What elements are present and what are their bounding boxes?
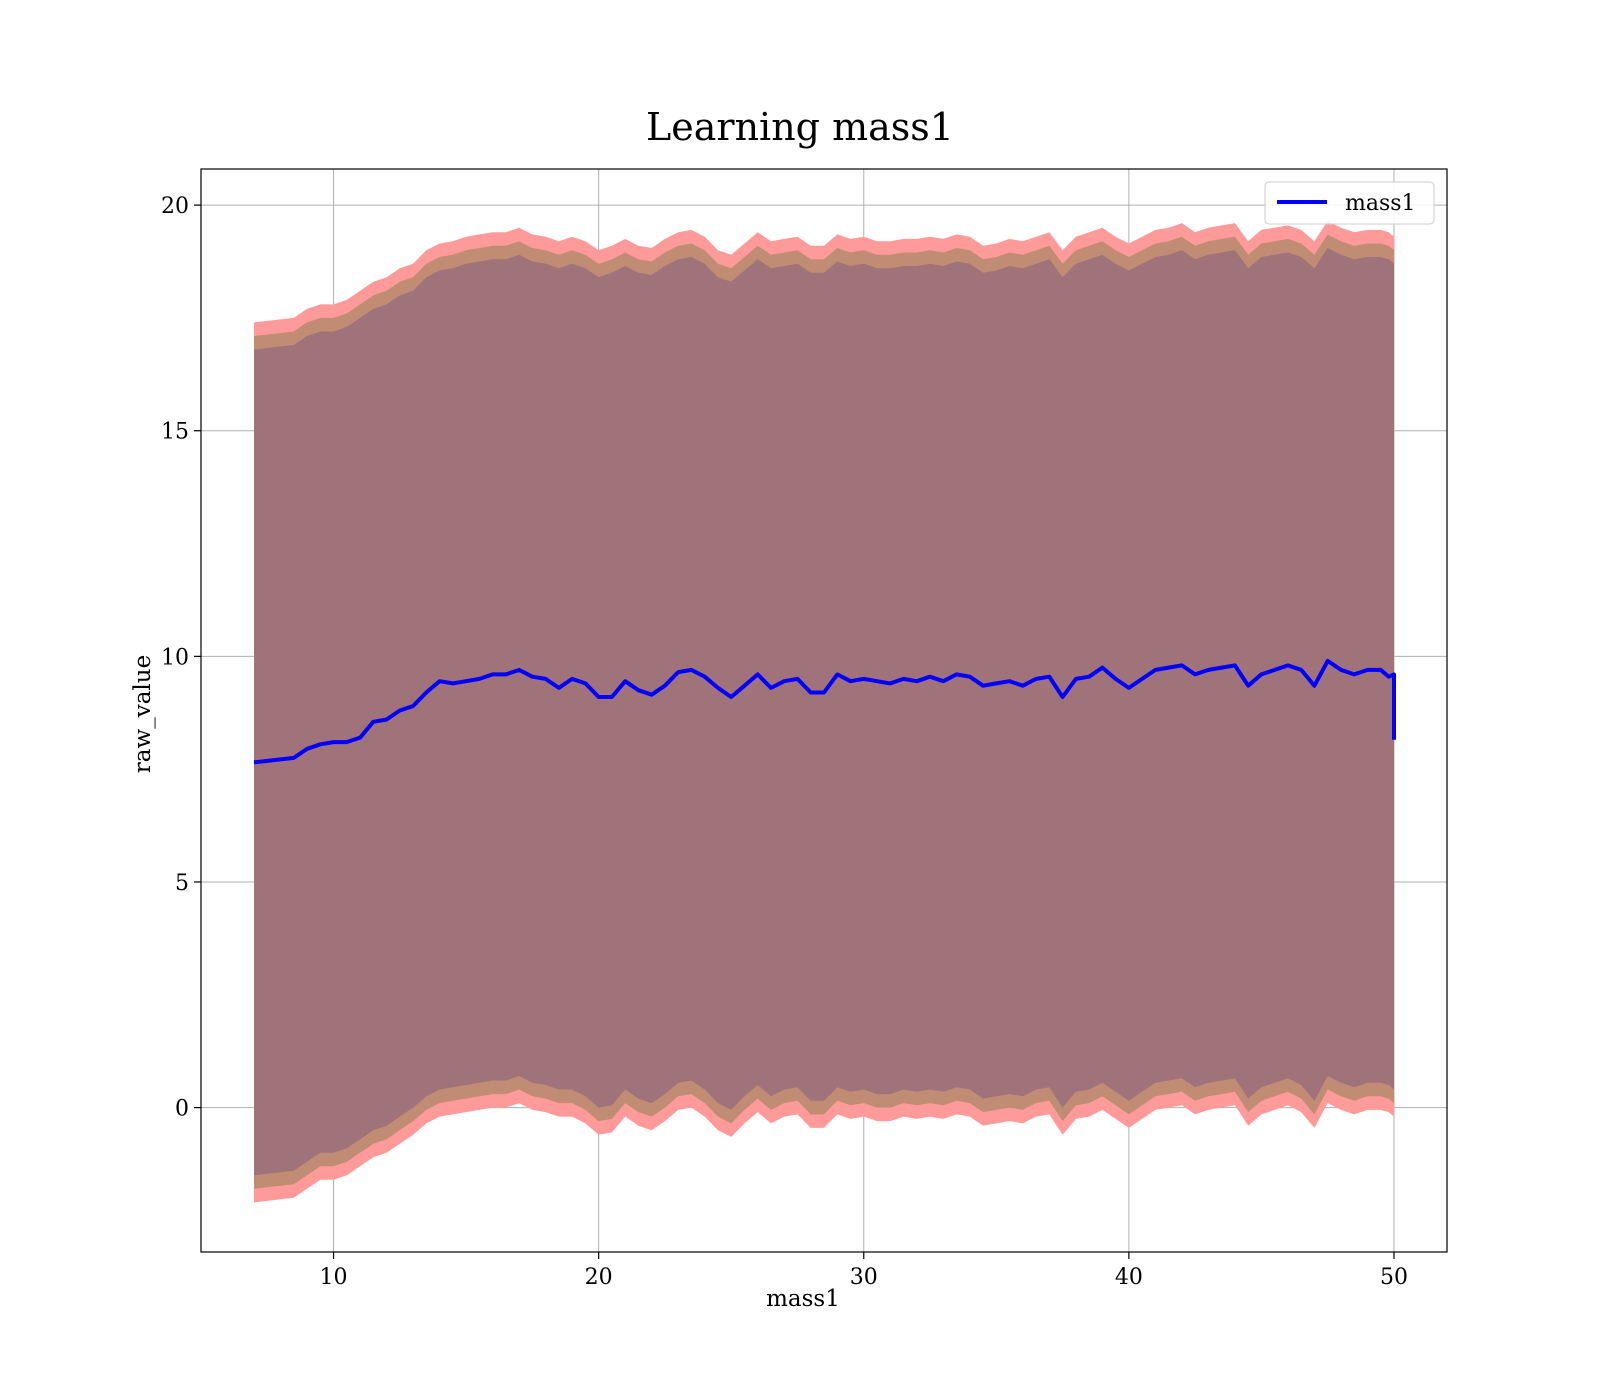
series-mass1-band-inner — [254, 248, 1394, 1176]
chart-title: Learning mass1 — [646, 105, 954, 149]
legend-box — [1264, 181, 1435, 225]
confidence-bands — [254, 220, 1394, 1203]
series-mass1-line — [253, 658, 1396, 765]
plot-frame — [200, 168, 1448, 1253]
x-tick-label: 50 — [1380, 1265, 1408, 1290]
y-tick-label: 5 — [175, 871, 189, 896]
y-tick-label: 15 — [161, 420, 189, 445]
legend: mass1 — [1264, 181, 1435, 225]
x-tick-label: 40 — [1115, 1265, 1143, 1290]
x-tick-label: 20 — [585, 1265, 613, 1290]
series-lines — [253, 658, 1396, 765]
x-axis-ticks: 10 20 30 40 50 — [320, 1252, 1408, 1290]
y-tick-label: 20 — [161, 194, 189, 219]
x-axis-label: mass1 — [766, 1286, 840, 1312]
x-tick-label: 30 — [850, 1265, 878, 1290]
y-axis-label: raw_value — [130, 655, 156, 773]
y-axis-ticks: 0 5 10 15 20 — [161, 194, 201, 1122]
y-tick-label: 0 — [175, 1097, 189, 1122]
legend-label-mass1: mass1 — [1345, 191, 1416, 216]
y-tick-label: 10 — [161, 645, 189, 670]
plot-area — [200, 168, 1448, 1253]
x-tick-label: 10 — [320, 1265, 348, 1290]
